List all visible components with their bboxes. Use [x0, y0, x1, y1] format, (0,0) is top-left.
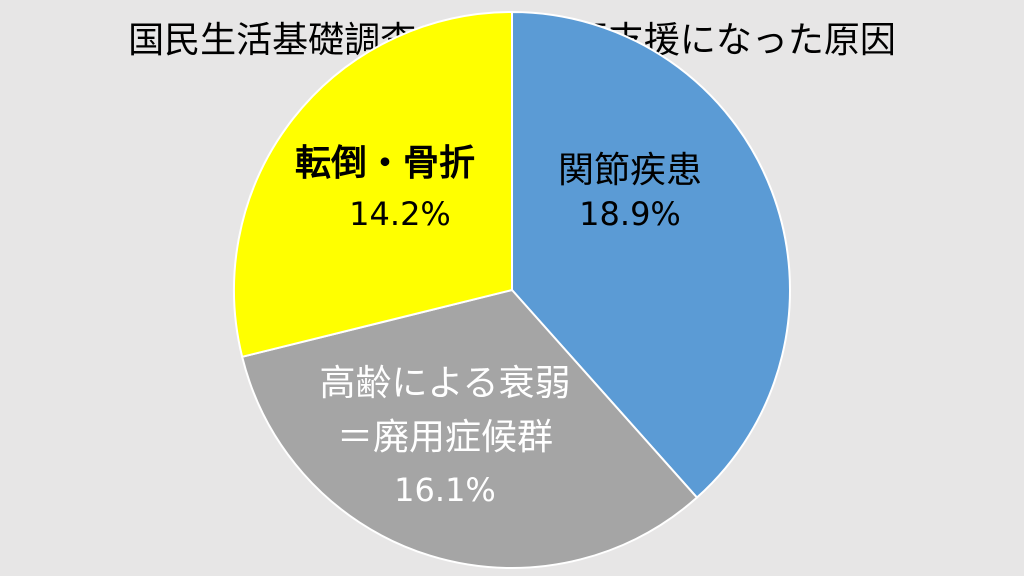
pie-slice [511, 10, 791, 499]
value-label: 18.9% [579, 195, 681, 233]
value-label: 14.2% [349, 195, 451, 233]
category-label: 転倒・骨折 [295, 143, 475, 184]
pie-slice [233, 10, 513, 359]
pie-slice [240, 288, 699, 569]
value-label: 16.1% [394, 471, 496, 509]
category-label: 関節疾患 [558, 150, 702, 191]
category-label: 高齢による衰弱＝廃用症候群 [320, 363, 571, 458]
